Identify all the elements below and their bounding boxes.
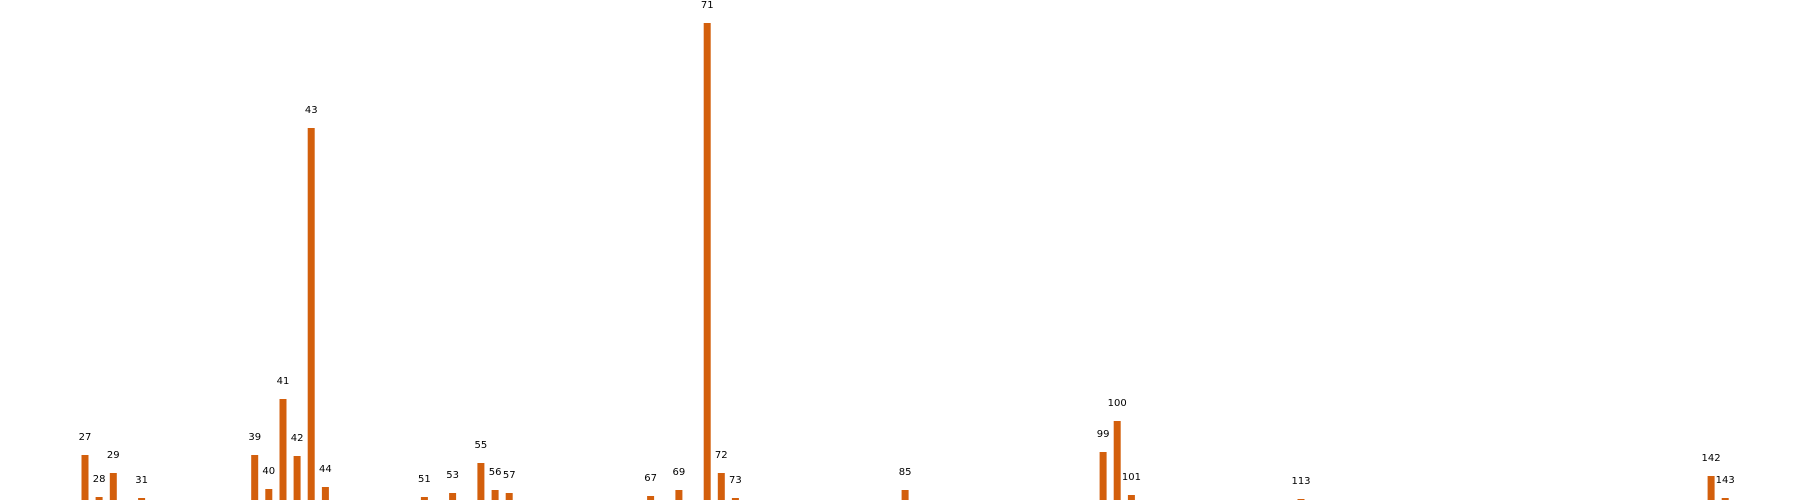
- bar-label-101: 101: [1122, 472, 1141, 483]
- bar-label-41: 41: [277, 376, 290, 387]
- bar-57: [505, 493, 513, 500]
- bar-label-28: 28: [93, 474, 106, 485]
- bars-group: [81, 23, 1729, 500]
- bar-101: [1127, 495, 1135, 500]
- bar-label-44: 44: [319, 464, 332, 475]
- bar-39: [251, 455, 259, 500]
- bar-69: [675, 490, 683, 500]
- bar-label-85: 85: [899, 467, 912, 478]
- bar-40: [265, 489, 273, 500]
- bar-44: [321, 487, 329, 500]
- bar-label-67: 67: [644, 473, 657, 484]
- bar-label-142: 142: [1702, 453, 1721, 464]
- bar-label-53: 53: [446, 470, 459, 481]
- bar-41: [279, 399, 287, 500]
- bar-100: [1113, 421, 1121, 500]
- bar-label-27: 27: [79, 432, 92, 443]
- bar-28: [95, 497, 103, 500]
- bar-31: [138, 498, 146, 500]
- bar-label-71: 71: [701, 0, 714, 11]
- bar-73: [731, 498, 739, 500]
- bar-label-42: 42: [291, 433, 304, 444]
- bar-label-100: 100: [1108, 398, 1127, 409]
- bar-label-43: 43: [305, 105, 318, 116]
- bar-label-69: 69: [673, 467, 686, 478]
- bar-label-113: 113: [1291, 476, 1310, 487]
- bar-43: [307, 128, 315, 500]
- bar-56: [491, 490, 499, 500]
- bar-85: [901, 490, 909, 500]
- bar-label-57: 57: [503, 470, 516, 481]
- labels-group: 27 28 29 31 39 40 41 42 43 44 51 53 55 56 57 67 69 71 72 73…: [79, 0, 1735, 487]
- bar-label-143: 143: [1716, 475, 1735, 486]
- bar-label-55: 55: [475, 440, 488, 451]
- bar-label-51: 51: [418, 474, 431, 485]
- bar-71: [703, 23, 711, 500]
- bar-51: [420, 497, 428, 500]
- bar-label-29: 29: [107, 450, 120, 461]
- bar-143: [1721, 498, 1729, 500]
- bar-27: [81, 455, 89, 500]
- bar-label-31: 31: [135, 475, 148, 486]
- bar-67: [647, 496, 655, 500]
- bar-label-72: 72: [715, 450, 728, 461]
- bar-label-99: 99: [1097, 429, 1110, 440]
- bar-53: [449, 493, 457, 500]
- bar-label-56: 56: [489, 467, 502, 478]
- bar-55: [477, 463, 485, 500]
- bar-99: [1099, 452, 1107, 500]
- bar-72: [717, 473, 725, 500]
- bar-29: [109, 473, 117, 500]
- bar-142: [1707, 476, 1715, 500]
- bar-label-39: 39: [248, 432, 261, 443]
- bar-42: [293, 456, 301, 500]
- bar-label-40: 40: [262, 466, 275, 477]
- bar-label-73: 73: [729, 475, 742, 486]
